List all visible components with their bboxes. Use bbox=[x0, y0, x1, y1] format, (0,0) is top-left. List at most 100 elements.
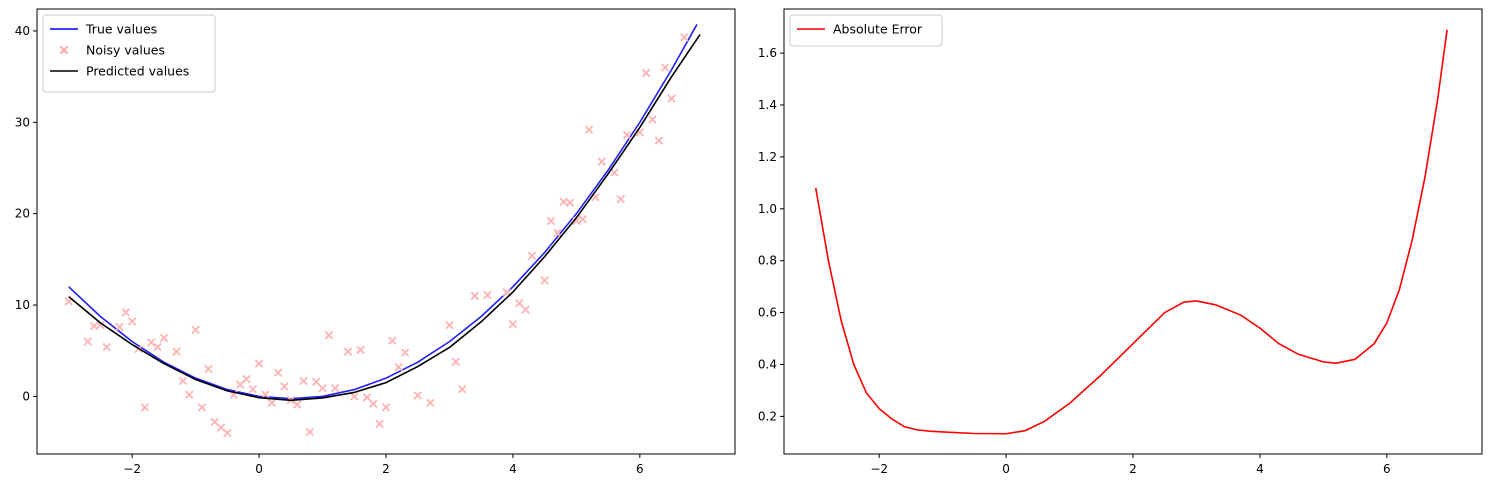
x-tick-label: 4 bbox=[1256, 462, 1264, 476]
data-point-marker bbox=[159, 333, 169, 343]
data-point-marker bbox=[394, 362, 403, 372]
data-point-marker bbox=[679, 33, 689, 42]
data-point-marker bbox=[565, 198, 575, 207]
y-tick-label: 1.6 bbox=[758, 46, 777, 60]
data-point-marker bbox=[667, 94, 676, 103]
data-point-marker bbox=[648, 115, 657, 124]
y-tick-label: 0.4 bbox=[758, 357, 777, 371]
x-tick-label: 0 bbox=[255, 462, 263, 476]
axes-frame bbox=[36, 8, 736, 455]
data-point-marker bbox=[96, 320, 105, 330]
right-chart-panel: −2 0 2 4 6 0.2 0.4 0.6 0.8 1.0 1.2 1.4 1.6 Absolute E… bbox=[758, 8, 1483, 476]
data-point-marker bbox=[115, 322, 124, 332]
data-point-marker bbox=[299, 376, 308, 386]
data-point-marker bbox=[457, 384, 467, 394]
data-point-marker bbox=[381, 403, 391, 412]
data-point-marker bbox=[375, 419, 384, 429]
data-point-marker bbox=[197, 403, 207, 412]
y-tick-label: 0.8 bbox=[758, 254, 777, 268]
data-point-marker bbox=[89, 321, 99, 331]
data-point-marker bbox=[292, 400, 302, 409]
data-point-marker bbox=[311, 377, 321, 387]
legend-label: Absolute Error bbox=[833, 22, 923, 37]
data-point-marker bbox=[527, 251, 537, 260]
data-point-marker bbox=[83, 337, 92, 346]
data-point-marker bbox=[127, 317, 137, 326]
data-point-marker bbox=[172, 347, 181, 356]
data-point-marker bbox=[273, 368, 283, 377]
data-point-marker bbox=[553, 228, 562, 238]
y-tick-label: 40 bbox=[15, 24, 30, 38]
data-point-marker bbox=[413, 391, 422, 400]
left-chart-panel: −2 0 2 4 6 0 10 20 30 40 True values Noisy values Pr… bbox=[15, 8, 736, 476]
y-tick-label: 1.4 bbox=[758, 98, 777, 112]
y-tick-label: 20 bbox=[15, 207, 30, 221]
data-point-marker bbox=[470, 291, 480, 301]
data-point-marker bbox=[254, 359, 264, 368]
legend-label: Predicted values bbox=[86, 64, 189, 79]
data-point-marker bbox=[280, 382, 289, 391]
x-tick-label: 2 bbox=[382, 462, 390, 476]
data-point-marker bbox=[622, 130, 632, 140]
data-point-marker bbox=[153, 342, 162, 352]
legend-box bbox=[42, 14, 216, 93]
y-tick-label: 30 bbox=[15, 115, 30, 129]
data-point-marker bbox=[267, 398, 277, 408]
data-point-marker bbox=[483, 290, 492, 300]
legend: True values Noisy values Predicted values bbox=[42, 14, 216, 93]
data-point-marker bbox=[584, 125, 594, 134]
data-point-marker bbox=[140, 403, 150, 412]
data-point-marker bbox=[641, 68, 651, 78]
data-point-marker bbox=[191, 325, 200, 334]
data-point-marker bbox=[369, 399, 378, 408]
data-point-marker bbox=[223, 428, 232, 438]
x-tick-label: −2 bbox=[870, 462, 888, 476]
data-point-marker bbox=[578, 214, 587, 224]
data-point-marker bbox=[521, 305, 530, 314]
data-point-marker bbox=[400, 348, 410, 357]
data-point-marker bbox=[546, 216, 556, 226]
x-tick-label: 0 bbox=[1002, 462, 1010, 476]
legend-marker-x bbox=[59, 45, 69, 55]
data-point-marker bbox=[356, 345, 365, 355]
y-tick-label: 1.0 bbox=[758, 202, 777, 216]
data-point-marker bbox=[178, 376, 188, 386]
data-point-marker bbox=[445, 320, 454, 330]
data-point-marker bbox=[388, 336, 397, 345]
y-tick-label: 0.6 bbox=[758, 306, 777, 320]
data-point-marker bbox=[559, 197, 568, 207]
x-tick-label: −2 bbox=[123, 462, 141, 476]
x-tick-label: 6 bbox=[1383, 462, 1391, 476]
data-point-marker bbox=[242, 374, 251, 384]
data-point-marker bbox=[597, 157, 606, 166]
data-point-marker bbox=[426, 398, 435, 408]
absolute-error-line bbox=[814, 29, 1448, 435]
data-point-marker bbox=[330, 383, 340, 393]
data-point-marker bbox=[204, 364, 213, 374]
data-point-marker bbox=[508, 320, 518, 329]
data-point-marker bbox=[146, 338, 156, 347]
data-point-marker bbox=[261, 390, 270, 399]
data-point-marker bbox=[343, 347, 353, 356]
data-point-marker bbox=[350, 392, 359, 401]
data-point-marker bbox=[248, 384, 257, 394]
y-tick-label: 1.2 bbox=[758, 150, 777, 164]
data-point-marker bbox=[451, 357, 461, 366]
y-tick-label: 0.2 bbox=[758, 409, 777, 423]
data-point-marker bbox=[540, 276, 549, 285]
data-point-marker bbox=[185, 390, 194, 399]
axes-frame bbox=[783, 8, 1483, 455]
y-tick-label: 10 bbox=[15, 298, 30, 312]
data-point-marker bbox=[324, 330, 334, 340]
data-point-marker bbox=[616, 194, 626, 204]
true-values-line bbox=[68, 24, 698, 400]
legend: Absolute Error bbox=[789, 14, 943, 47]
x-tick-label: 6 bbox=[636, 462, 644, 476]
legend-label: True values bbox=[85, 22, 157, 37]
data-point-marker bbox=[121, 308, 131, 317]
data-point-marker bbox=[660, 63, 670, 72]
predicted-values-line bbox=[68, 33, 701, 402]
legend-box bbox=[789, 14, 943, 47]
data-point-marker bbox=[305, 427, 315, 437]
data-point-marker bbox=[362, 393, 372, 402]
